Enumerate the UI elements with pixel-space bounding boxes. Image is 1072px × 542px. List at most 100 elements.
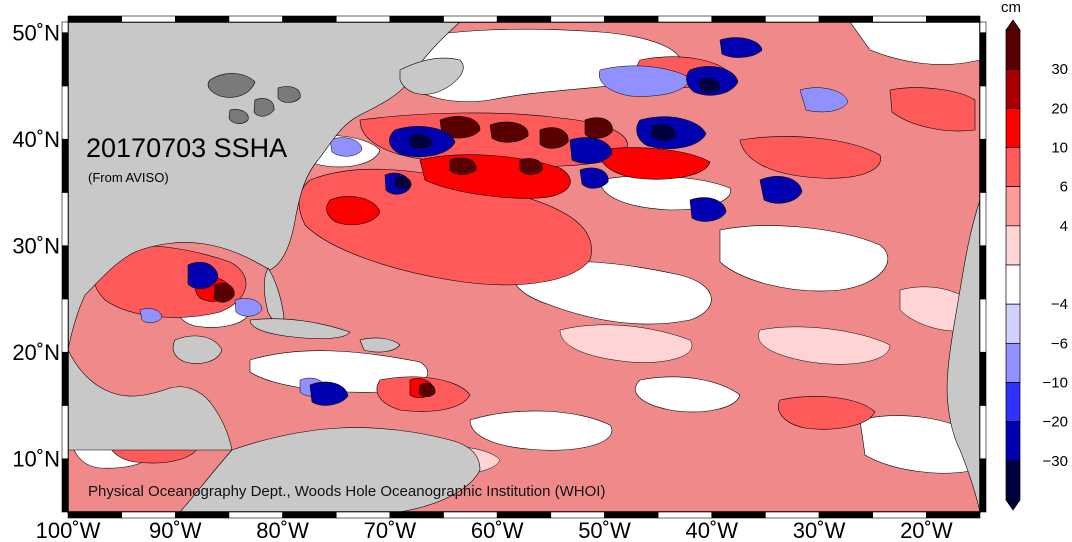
map-plot-area (68, 22, 980, 512)
africa-land (946, 199, 980, 512)
lon-tick-label: 80˚W (256, 518, 309, 542)
lon-tick-label: 20˚W (900, 518, 953, 542)
frame-stripe-lat (979, 138, 987, 193)
lon-tick-label: 90˚W (149, 518, 202, 542)
north-america-land (68, 22, 461, 351)
frame-stripe-lat (979, 192, 987, 246)
colorbar-bin (1005, 68, 1021, 109)
colorbar-bin (1005, 29, 1021, 70)
great-lakes (207, 73, 301, 124)
colorbar-tick-label: 30 (1051, 61, 1068, 78)
frame-stripe-lon (926, 511, 981, 519)
colorbar-labels: 30 20 10 6 4 −4 −6 −10 −20 −30 (1043, 61, 1068, 470)
frame-stripe-lat (979, 351, 987, 406)
lon-tick-label: 70˚W (364, 518, 417, 542)
colorbar-bins (1005, 19, 1021, 511)
frame-stripe-lat (979, 298, 987, 353)
colorbar-tick-label: 20 (1051, 100, 1068, 117)
frame-stripe-lat (61, 245, 69, 300)
mexico-central-america-land (68, 349, 233, 451)
colorbar-bin (1005, 460, 1021, 501)
colorbar-tick-label: 4 (1060, 218, 1068, 235)
colorbar-bin (1005, 421, 1021, 462)
frame-stripe-lat (61, 298, 69, 353)
frame-stripe-lat (61, 85, 69, 140)
frame-stripe-lon (711, 15, 766, 23)
colorbar-tick-label: −10 (1043, 375, 1068, 392)
colorbar-bin (1005, 342, 1021, 383)
frame-stripe-lat (979, 405, 987, 460)
frame-stripe-lon (496, 15, 552, 23)
map-frame (61, 15, 987, 519)
frame-stripe-lat (61, 21, 69, 33)
colorbar-bin (1005, 107, 1021, 148)
frame-stripe-lat (979, 458, 987, 513)
colorbar-bin (1005, 225, 1021, 266)
lon-tick-label: 50˚W (578, 518, 631, 542)
frame-stripe-lon (765, 15, 820, 23)
colorbar-tick-label: −30 (1043, 453, 1068, 470)
hispaniola-land (359, 337, 401, 353)
cuba-land (249, 318, 351, 339)
frame-stripe-lon (550, 15, 605, 23)
frame-stripe-lon (657, 15, 713, 23)
frame-stripe-lon (121, 15, 176, 23)
colorbar-tick-label: 10 (1051, 140, 1068, 157)
frame-stripe-lat (979, 32, 987, 87)
frame-stripe-lon (443, 15, 498, 23)
frame-stripe-lat (61, 192, 69, 246)
credit-line: Physical Oceanography Dept., Woods Hole … (88, 483, 605, 500)
frame-stripe-lon (282, 15, 337, 23)
extreme-positive-anomaly-cores (213, 116, 613, 398)
nova-scotia-land (399, 57, 464, 95)
colorbar-bin (1005, 264, 1021, 305)
colorbar-tick-label: 6 (1060, 179, 1068, 196)
frame-stripe-lat (61, 405, 69, 460)
frame-stripe-lat (61, 351, 69, 406)
frame-stripe-lat (979, 21, 987, 33)
lat-tick-label: 40˚N (12, 127, 60, 152)
colorbar-top-arrow (1005, 19, 1021, 31)
latitude-labels: 50˚N 40˚N 30˚N 20˚N 10˚N (12, 21, 60, 472)
lon-tick-label: 30˚W (793, 518, 846, 542)
extreme-negative-anomaly-cores (394, 78, 721, 190)
frame-stripe-lon (926, 15, 981, 23)
colorbar-tick-label: −6 (1051, 335, 1068, 352)
colorbar-bin (1005, 303, 1021, 344)
map-title: 20170703 SSHA (86, 133, 287, 163)
frame-stripe-lat (61, 138, 69, 193)
colorbar-unit: cm (1001, 0, 1021, 16)
lat-tick-label: 30˚N (12, 234, 60, 259)
lon-tick-label: 40˚W (685, 518, 738, 542)
lon-tick-label: 100˚W (36, 518, 101, 542)
frame-stripe-lon (872, 15, 927, 23)
frame-stripe-lat (61, 32, 69, 87)
colorbar-bin (1005, 382, 1021, 423)
frame-stripe-lon (174, 15, 230, 23)
data-source-note: (From AVISO) (88, 170, 169, 185)
colorbar-tick-label: −20 (1043, 414, 1068, 431)
frame-stripe-lat (979, 85, 987, 140)
lat-tick-label: 10˚N (12, 447, 60, 472)
colorbar-bin (1005, 147, 1021, 188)
frame-stripe-lon (389, 15, 444, 23)
frame-stripe-lon (335, 15, 391, 23)
lat-tick-label: 20˚N (12, 340, 60, 365)
colorbar-bin (1005, 186, 1021, 227)
frame-stripe-lon (818, 15, 874, 23)
frame-stripe-lon (228, 15, 283, 23)
colorbar-bottom-arrow (1005, 499, 1021, 511)
frame-stripe-lat (61, 458, 69, 513)
frame-stripe-lon (67, 15, 122, 23)
colorbar-tick-label: −4 (1051, 296, 1068, 313)
frame-stripes (61, 15, 987, 519)
yucatan-land (172, 335, 223, 364)
lon-tick-label: 60˚W (471, 518, 524, 542)
colorbar: cm 30 20 10 6 4 −4 −6 −10 −20 −30 (1001, 0, 1068, 511)
frame-stripe-lon (604, 15, 659, 23)
longitude-labels: 100˚W 90˚W 80˚W 70˚W 60˚W 50˚W 40˚W 30˚W 20˚W (36, 518, 953, 542)
lat-tick-label: 50˚N (12, 21, 60, 46)
frame-stripe-lat (979, 245, 987, 300)
land-masses (68, 22, 980, 512)
